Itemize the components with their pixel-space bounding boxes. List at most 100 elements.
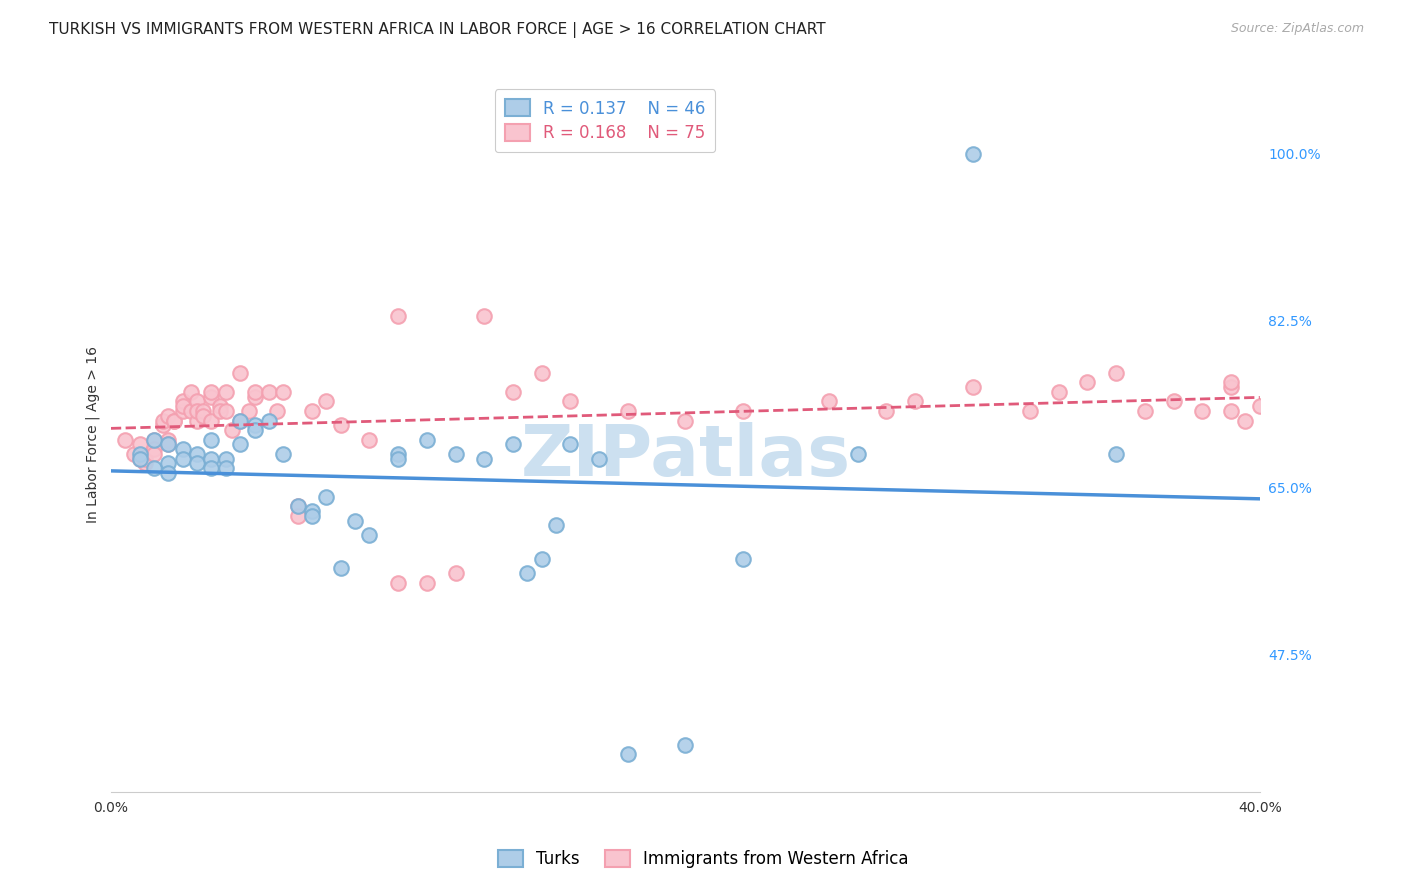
Point [387,451,409,466]
Point [257,384,280,399]
Point [163,413,186,427]
Point [172,404,194,418]
Point [186,394,208,409]
Point [114,433,136,447]
Point [344,514,367,528]
Point [287,508,309,523]
Point [243,423,266,437]
Point [731,404,754,418]
Point [128,451,150,466]
Point [186,457,208,471]
Point [530,551,553,566]
Point [221,423,243,437]
Point [962,380,984,394]
Point [546,518,568,533]
Point [617,404,640,418]
Point [229,437,252,451]
Point [215,451,238,466]
Point [128,451,150,466]
Point [128,437,150,451]
Point [472,451,495,466]
Point [444,447,467,461]
Point [673,413,696,427]
Point [301,508,323,523]
Point [215,384,238,399]
Point [818,394,841,409]
Point [163,413,186,427]
Point [359,433,381,447]
Point [157,437,180,451]
Point [266,404,288,418]
Point [1220,380,1243,394]
Point [287,500,309,514]
Point [560,394,582,409]
Y-axis label: In Labor Force | Age > 16: In Labor Force | Age > 16 [86,346,100,524]
Point [315,394,337,409]
Point [1220,404,1243,418]
Point [215,404,238,418]
Point [673,738,696,752]
Point [200,433,222,447]
Point [301,404,323,418]
Point [128,447,150,461]
Point [152,413,174,427]
Point [1191,404,1213,418]
Point [215,461,238,475]
Point [143,442,166,457]
Point [329,561,352,575]
Text: ZIPatlas: ZIPatlas [520,422,851,491]
Point [387,309,409,323]
Point [186,447,208,461]
Point [1019,404,1042,418]
Point [243,384,266,399]
Point [1234,413,1257,427]
Point [172,451,194,466]
Point [416,575,439,590]
Point [271,447,294,461]
Point [560,437,582,451]
Point [271,384,294,399]
Point [200,384,222,399]
Point [191,409,214,423]
Point [191,404,214,418]
Point [904,394,927,409]
Point [1047,384,1070,399]
Point [301,504,323,518]
Point [257,413,280,427]
Legend: Turks, Immigrants from Western Africa: Turks, Immigrants from Western Africa [491,843,915,875]
Point [387,575,409,590]
Point [200,413,222,427]
Point [143,461,166,475]
Point [172,399,194,413]
Point [416,433,439,447]
Point [200,390,222,404]
Point [472,309,495,323]
Point [157,466,180,480]
Point [200,461,222,475]
Point [243,390,266,404]
Point [516,566,538,580]
Point [229,366,252,380]
Point [134,457,156,471]
Point [731,551,754,566]
Point [186,413,208,427]
Point [172,442,194,457]
Point [229,413,252,427]
Point [315,490,337,504]
Point [122,447,145,461]
Point [180,404,202,418]
Point [134,451,156,466]
Point [200,451,222,466]
Point [1220,376,1243,390]
Point [530,366,553,380]
Point [875,404,897,418]
Point [359,528,381,542]
Point [617,747,640,761]
Point [152,418,174,433]
Legend: R = 0.137    N = 46, R = 0.168    N = 75: R = 0.137 N = 46, R = 0.168 N = 75 [495,89,716,153]
Point [157,457,180,471]
Point [1105,366,1128,380]
Point [229,413,252,427]
Point [287,500,309,514]
Point [329,418,352,433]
